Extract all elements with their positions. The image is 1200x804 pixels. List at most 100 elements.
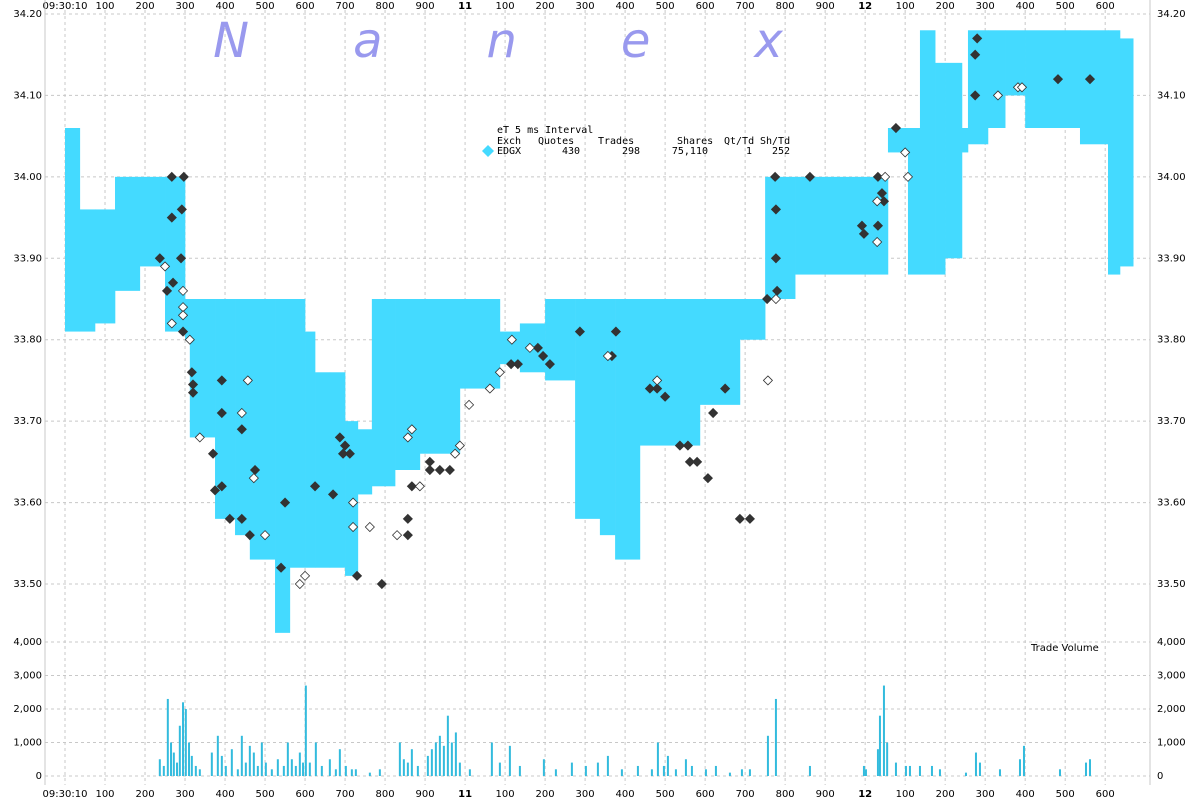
volume-bar — [704, 769, 707, 776]
quote-band-step — [459, 299, 501, 389]
trade-marker — [294, 578, 305, 590]
legend-cell: 252 — [772, 146, 790, 157]
volume-bar — [264, 762, 267, 776]
volume-bar — [596, 762, 599, 776]
trade-marker — [972, 33, 983, 44]
volume-bar — [302, 762, 305, 776]
x-tick-label: 12 — [858, 789, 872, 800]
x-tick-label: 700 — [736, 1, 755, 12]
volume-bar — [338, 749, 341, 776]
volume-bar — [740, 769, 743, 776]
quote-band-step — [357, 429, 373, 495]
volume-bar — [378, 769, 381, 776]
x-tick-label: 600 — [696, 789, 715, 800]
trade-marker — [178, 171, 189, 182]
volume-bar — [606, 755, 609, 776]
quote-band-step — [739, 299, 766, 340]
trade-marker — [216, 481, 227, 492]
trade-marker — [574, 326, 585, 337]
quote-band-step — [887, 128, 909, 153]
volume-bar — [656, 742, 659, 776]
trade-marker — [1084, 74, 1096, 85]
legend-column-header: Sh/Td — [760, 136, 790, 147]
x-tick-label: 500 — [255, 789, 274, 800]
trade-marker — [167, 277, 179, 288]
quote-band-step — [95, 209, 116, 324]
x-tick-label: 200 — [135, 1, 154, 12]
volume-bar — [1084, 762, 1087, 776]
x-tick-label: 500 — [656, 1, 675, 12]
trade-marker — [652, 375, 663, 386]
trade-marker — [682, 440, 693, 451]
volume-bar — [220, 755, 223, 776]
trade-marker — [309, 481, 321, 492]
volume-bar — [490, 742, 493, 776]
trades — [154, 33, 1096, 590]
volume-bar — [434, 742, 437, 776]
y-tick-label-right: 4,000 — [1157, 637, 1186, 648]
trade-marker — [602, 350, 613, 362]
volume-bar — [450, 742, 453, 776]
quote-band-step — [65, 128, 81, 332]
volume-bar — [230, 749, 233, 776]
x-tick-label: 200 — [936, 789, 955, 800]
trade-marker — [402, 432, 413, 443]
trade-marker — [275, 562, 287, 573]
trade-marker — [872, 196, 883, 207]
y-tick-label-right: 33.50 — [1157, 579, 1186, 590]
y-tick-label-left: 3,000 — [13, 671, 42, 682]
trade-marker — [166, 212, 177, 223]
trade-marker — [734, 513, 745, 524]
volume-bar — [304, 685, 307, 776]
x-tick-label: 11 — [458, 789, 472, 800]
quote-band — [65, 30, 1134, 633]
trade-marker — [744, 513, 755, 524]
quote-band-step — [499, 331, 521, 365]
y-tick-label-right: 34.10 — [1157, 90, 1186, 101]
quote-band-step — [935, 62, 946, 275]
quote-band-step — [599, 299, 616, 536]
x-tick-label: 09:30:10 — [43, 789, 88, 800]
x-tick-label: 200 — [936, 1, 955, 12]
trade-marker — [339, 440, 351, 451]
trade-marker — [762, 375, 773, 386]
volume-bar — [908, 765, 911, 776]
volume-bar — [184, 709, 187, 776]
volume-bar — [256, 765, 259, 776]
trade-marker — [890, 122, 902, 134]
trade-marker — [644, 383, 655, 394]
trade-marker — [856, 220, 868, 231]
trade-marker — [880, 171, 891, 182]
trade-marker — [1016, 82, 1028, 93]
volume-bar — [1022, 745, 1025, 776]
volume-bar — [354, 769, 357, 776]
trade-marker — [299, 570, 311, 581]
trade-marker — [347, 521, 359, 533]
volume-bar — [190, 755, 193, 776]
volume-bar — [282, 765, 285, 776]
x-tick-label: 400 — [215, 789, 234, 800]
volume-bar — [314, 742, 317, 776]
x-tick-label: 500 — [656, 789, 675, 800]
quote-band-step — [945, 62, 963, 259]
x-tick-label: 100 — [896, 1, 915, 12]
volume-bar — [426, 755, 429, 776]
y-tick-label-right: 2,000 — [1157, 704, 1186, 715]
trade-marker — [544, 359, 555, 370]
trade-marker — [872, 220, 884, 231]
trade-marker — [532, 342, 543, 353]
volume-bar — [714, 765, 717, 776]
volume-bar — [882, 685, 885, 776]
watermark: Nanex — [213, 13, 887, 69]
volume-bar — [894, 762, 897, 776]
trade-marker — [236, 424, 247, 435]
trade-marker — [872, 236, 883, 248]
volume-bar — [290, 759, 293, 776]
legend-column-header: Trades — [598, 136, 634, 147]
x-tick-label: 800 — [776, 1, 795, 12]
trade-marker — [434, 464, 445, 476]
quote-band-step — [1107, 30, 1121, 275]
x-tick-label: 200 — [536, 789, 555, 800]
trade-marker — [184, 334, 195, 345]
